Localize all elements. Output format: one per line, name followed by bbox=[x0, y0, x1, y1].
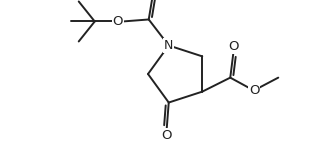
Text: O: O bbox=[249, 84, 259, 97]
Text: O: O bbox=[162, 129, 172, 142]
Text: O: O bbox=[113, 15, 123, 28]
Text: O: O bbox=[228, 40, 239, 53]
Text: N: N bbox=[164, 39, 173, 52]
